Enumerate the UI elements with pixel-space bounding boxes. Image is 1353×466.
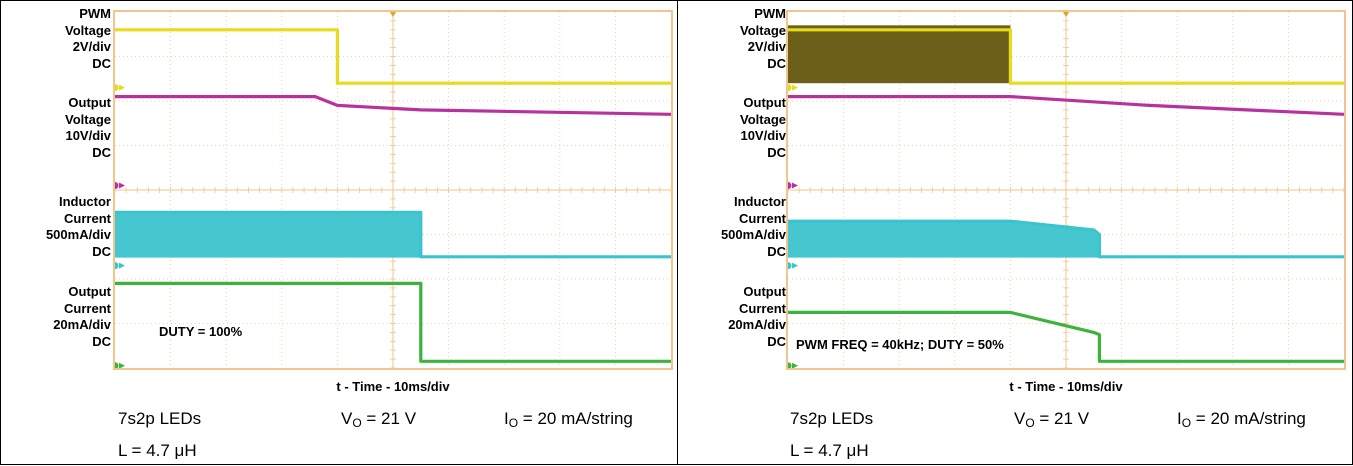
x-axis-label: t - Time - 10ms/div xyxy=(1009,379,1123,394)
vo-condition: VO = 21 V xyxy=(1014,409,1090,430)
channel-ground-marker xyxy=(788,262,792,270)
channel-ground-arrow xyxy=(792,262,798,269)
ch2-label: Output Voltage 10V/div DC xyxy=(65,95,111,160)
led-config: 7s2p LEDs xyxy=(790,409,874,428)
ch1-trace xyxy=(788,28,1344,85)
ch3-switching-fill xyxy=(115,212,421,258)
channel-ground-marker xyxy=(115,84,119,92)
scope-plot xyxy=(788,12,1344,368)
channel-ground-marker xyxy=(788,182,792,190)
channel-ground-arrow xyxy=(119,84,125,91)
channel-ground-arrow xyxy=(119,262,125,269)
ch2-label: Output Voltage 10V/div DC xyxy=(740,95,786,160)
vo-condition: VO = 21 V xyxy=(341,409,417,430)
duty-annotation: PWM FREQ = 40kHz; DUTY = 50% xyxy=(796,337,1004,352)
oscilloscope-screen: PWM FREQ = 40kHz; DUTY = 50% xyxy=(786,10,1346,370)
oscilloscope-screen: DUTY = 100% xyxy=(113,10,673,370)
x-axis-label: t - Time - 10ms/div xyxy=(336,379,450,394)
led-config: 7s2p LEDs xyxy=(118,409,202,428)
ch1-label: PWM Voltage 2V/div DC xyxy=(65,6,111,71)
ch1-trace xyxy=(115,28,671,85)
ch3-label: Inductor Current 500mA/div DC xyxy=(45,194,111,259)
ch3-label: Inductor Current 500mA/div DC xyxy=(720,194,786,259)
ch2-trace xyxy=(115,94,671,116)
ch3-trace xyxy=(788,219,1344,259)
ch4-trace xyxy=(788,310,1344,363)
channel-ground-marker xyxy=(115,262,119,270)
duty-annotation: DUTY = 100% xyxy=(159,324,243,339)
channel-ground-marker xyxy=(115,362,119,368)
trigger-marker xyxy=(1063,12,1069,17)
channel-ground-marker xyxy=(788,84,792,92)
channel-ground-marker xyxy=(115,182,119,190)
ch1-label: PWM Voltage 2V/div DC xyxy=(740,6,786,71)
channel-ground-arrow xyxy=(119,362,125,368)
inductor-value: L = 4.7 μH xyxy=(118,441,197,460)
channel-ground-arrow xyxy=(792,362,798,368)
ch4-trace xyxy=(115,281,671,363)
channel-ground-arrow xyxy=(119,182,125,189)
ch1-pwm-band xyxy=(788,25,1011,84)
scope-plot xyxy=(115,12,671,368)
ch2-trace xyxy=(788,94,1344,116)
inductor-value: L = 4.7 μH xyxy=(790,441,869,460)
scope-panel-left: PWM Voltage 2V/div DC Output Voltage 10V… xyxy=(0,0,678,465)
ch3-trace xyxy=(115,210,671,259)
ch4-label: Output Current 20mA/div DC xyxy=(53,284,111,349)
channel-ground-arrow xyxy=(792,84,798,91)
channel-ground-arrow xyxy=(792,182,798,189)
io-condition: IO = 20 mA/string xyxy=(504,409,633,430)
io-condition: IO = 20 mA/string xyxy=(1177,409,1306,430)
trigger-marker xyxy=(390,12,396,17)
ch4-label: Output Current 20mA/div DC xyxy=(728,284,786,349)
channel-ground-marker xyxy=(788,362,792,368)
scope-panel-right: PWM Voltage 2V/div DC Output Voltage 10V… xyxy=(677,0,1353,465)
ch3-switching-fill xyxy=(788,221,1100,258)
